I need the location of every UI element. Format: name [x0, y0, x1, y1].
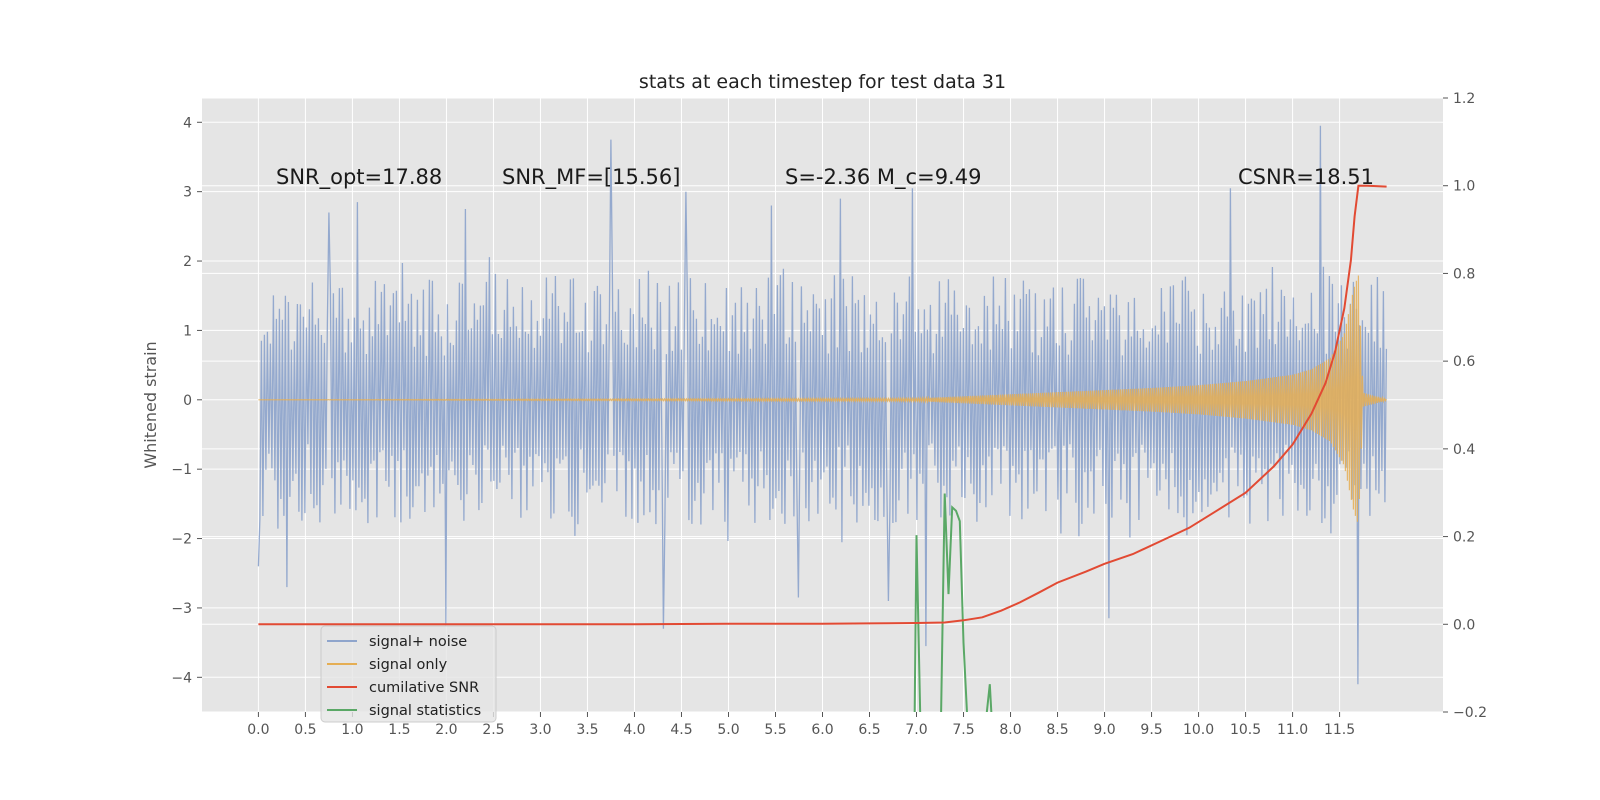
series-cumulative-snr: [258, 184, 1387, 626]
x-tick-label: 2.0: [435, 722, 457, 738]
y2-tick-label: 1.2: [1453, 91, 1475, 107]
x-tick-label: 10.0: [1183, 722, 1214, 738]
x-tick-label: 1.5: [388, 722, 410, 738]
y2-tick-label: 1.0: [1453, 179, 1475, 195]
x-tick-label: 5.0: [717, 722, 739, 738]
x-tick-label: 6.0: [811, 722, 833, 738]
x-tick-label: 9.0: [1093, 722, 1115, 738]
x-tick-label: 8.0: [999, 722, 1021, 738]
series-signal-statistics: [913, 493, 993, 712]
y-tick-label: 2: [183, 254, 192, 270]
y2-tick-label: −0.2: [1453, 705, 1487, 721]
x-tick-label: 2.5: [482, 722, 504, 738]
x-tick-label: 7.0: [905, 722, 927, 738]
legend-label: cumilative SNR: [369, 680, 479, 696]
y2-tick-label: 0.2: [1453, 530, 1475, 546]
legend: signal+ noise signal only cumilative SNR si…: [320, 625, 497, 723]
legend-label: signal statistics: [369, 703, 481, 719]
x-tick-label: 4.5: [670, 722, 692, 738]
x-tick-label: 0.0: [247, 722, 269, 738]
series-signal-noise: [257, 125, 1388, 685]
annotation-s-mc: S=-2.36 M_c=9.49: [785, 165, 981, 190]
y-tick-label: −1: [171, 462, 192, 478]
x-tick-label: 7.5: [952, 722, 974, 738]
y-tick-label: 1: [183, 323, 192, 339]
y-tick-label: −4: [171, 670, 192, 686]
y2-tick-label: 0.6: [1453, 354, 1475, 370]
y-tick-label: 4: [183, 115, 192, 131]
x-tick-label: 1.0: [341, 722, 363, 738]
y2-tick-label: 0.8: [1453, 266, 1475, 282]
x-tick-label: 4.0: [623, 722, 645, 738]
chart-title: stats at each timestep for test data 31: [639, 71, 1006, 93]
x-tick-label: 9.5: [1140, 722, 1162, 738]
annotations: SNR_opt=17.88 SNR_MF=[15.56] S=-2.36 M_c…: [276, 165, 1374, 190]
y-tick-label: 3: [183, 185, 192, 201]
legend-label: signal only: [369, 657, 448, 673]
x-tick-label: 3.5: [576, 722, 598, 738]
annotation-csnr: CSNR=18.51: [1238, 165, 1374, 189]
x-tick-label: 3.0: [529, 722, 551, 738]
x-tick-label: 5.5: [764, 722, 786, 738]
x-tick-label: 0.5: [294, 722, 316, 738]
series-signal-only: [258, 275, 1387, 522]
y-tick-label: 0: [183, 393, 192, 409]
series-layer: [257, 125, 1388, 712]
x-tick-label: 6.5: [858, 722, 880, 738]
annotation-snr-mf: SNR_MF=[15.56]: [502, 165, 680, 190]
axes: 0.0 0.5 1.0 1.5 2.0 2.5 3.0 3.5 4.0 4.5 5.0 5.5 6.0 6…: [171, 91, 1487, 738]
x-tick-label: 8.5: [1046, 722, 1068, 738]
x-tick-label: 11.5: [1324, 722, 1355, 738]
x-tick-label: 11.0: [1277, 722, 1308, 738]
y-axis-label: Whitened strain: [141, 341, 160, 468]
legend-frame: [320, 625, 497, 723]
y-tick-label: −2: [171, 532, 192, 548]
x-tick-label: 10.5: [1230, 722, 1261, 738]
annotation-snr-opt: SNR_opt=17.88: [276, 165, 442, 190]
legend-label: signal+ noise: [369, 634, 467, 650]
y2-tick-label: 0.4: [1453, 442, 1475, 458]
y2-tick-label: 0.0: [1453, 617, 1475, 633]
y-tick-label: −3: [171, 601, 192, 617]
